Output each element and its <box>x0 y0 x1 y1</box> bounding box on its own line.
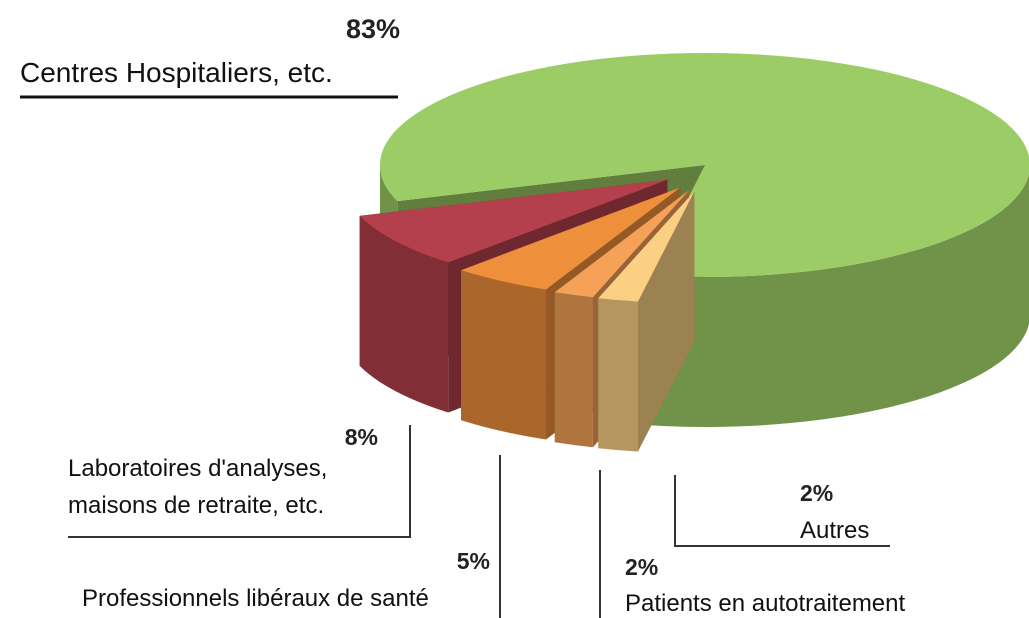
slices <box>359 52 1029 452</box>
pct-label: 2% <box>625 554 659 580</box>
slice <box>359 179 668 263</box>
category-label: Laboratoires d'analyses, maisons de retr… <box>68 455 328 519</box>
slice-side <box>648 173 1029 427</box>
leader-line <box>68 425 411 538</box>
slice <box>554 190 690 298</box>
slice-side <box>359 215 449 413</box>
pct-label: 5% <box>456 548 490 574</box>
category-label: Professionnels libéraux de santé <box>82 585 429 612</box>
slice-side <box>598 298 638 452</box>
slice <box>598 191 695 302</box>
leader-lines <box>20 95 890 618</box>
slice-side <box>554 292 593 448</box>
category-label: Autres <box>800 517 870 544</box>
pct-label: 2% <box>800 480 834 506</box>
slice <box>461 187 681 290</box>
category-label: Patients en autotraitement <box>625 590 906 617</box>
category-label: Centres Hospitaliers, etc. <box>20 57 333 88</box>
leader-line <box>674 475 890 547</box>
slice <box>379 52 1029 277</box>
pct-label: 83% <box>345 14 400 44</box>
slice-side <box>461 270 546 440</box>
pct-label: 8% <box>344 424 378 450</box>
